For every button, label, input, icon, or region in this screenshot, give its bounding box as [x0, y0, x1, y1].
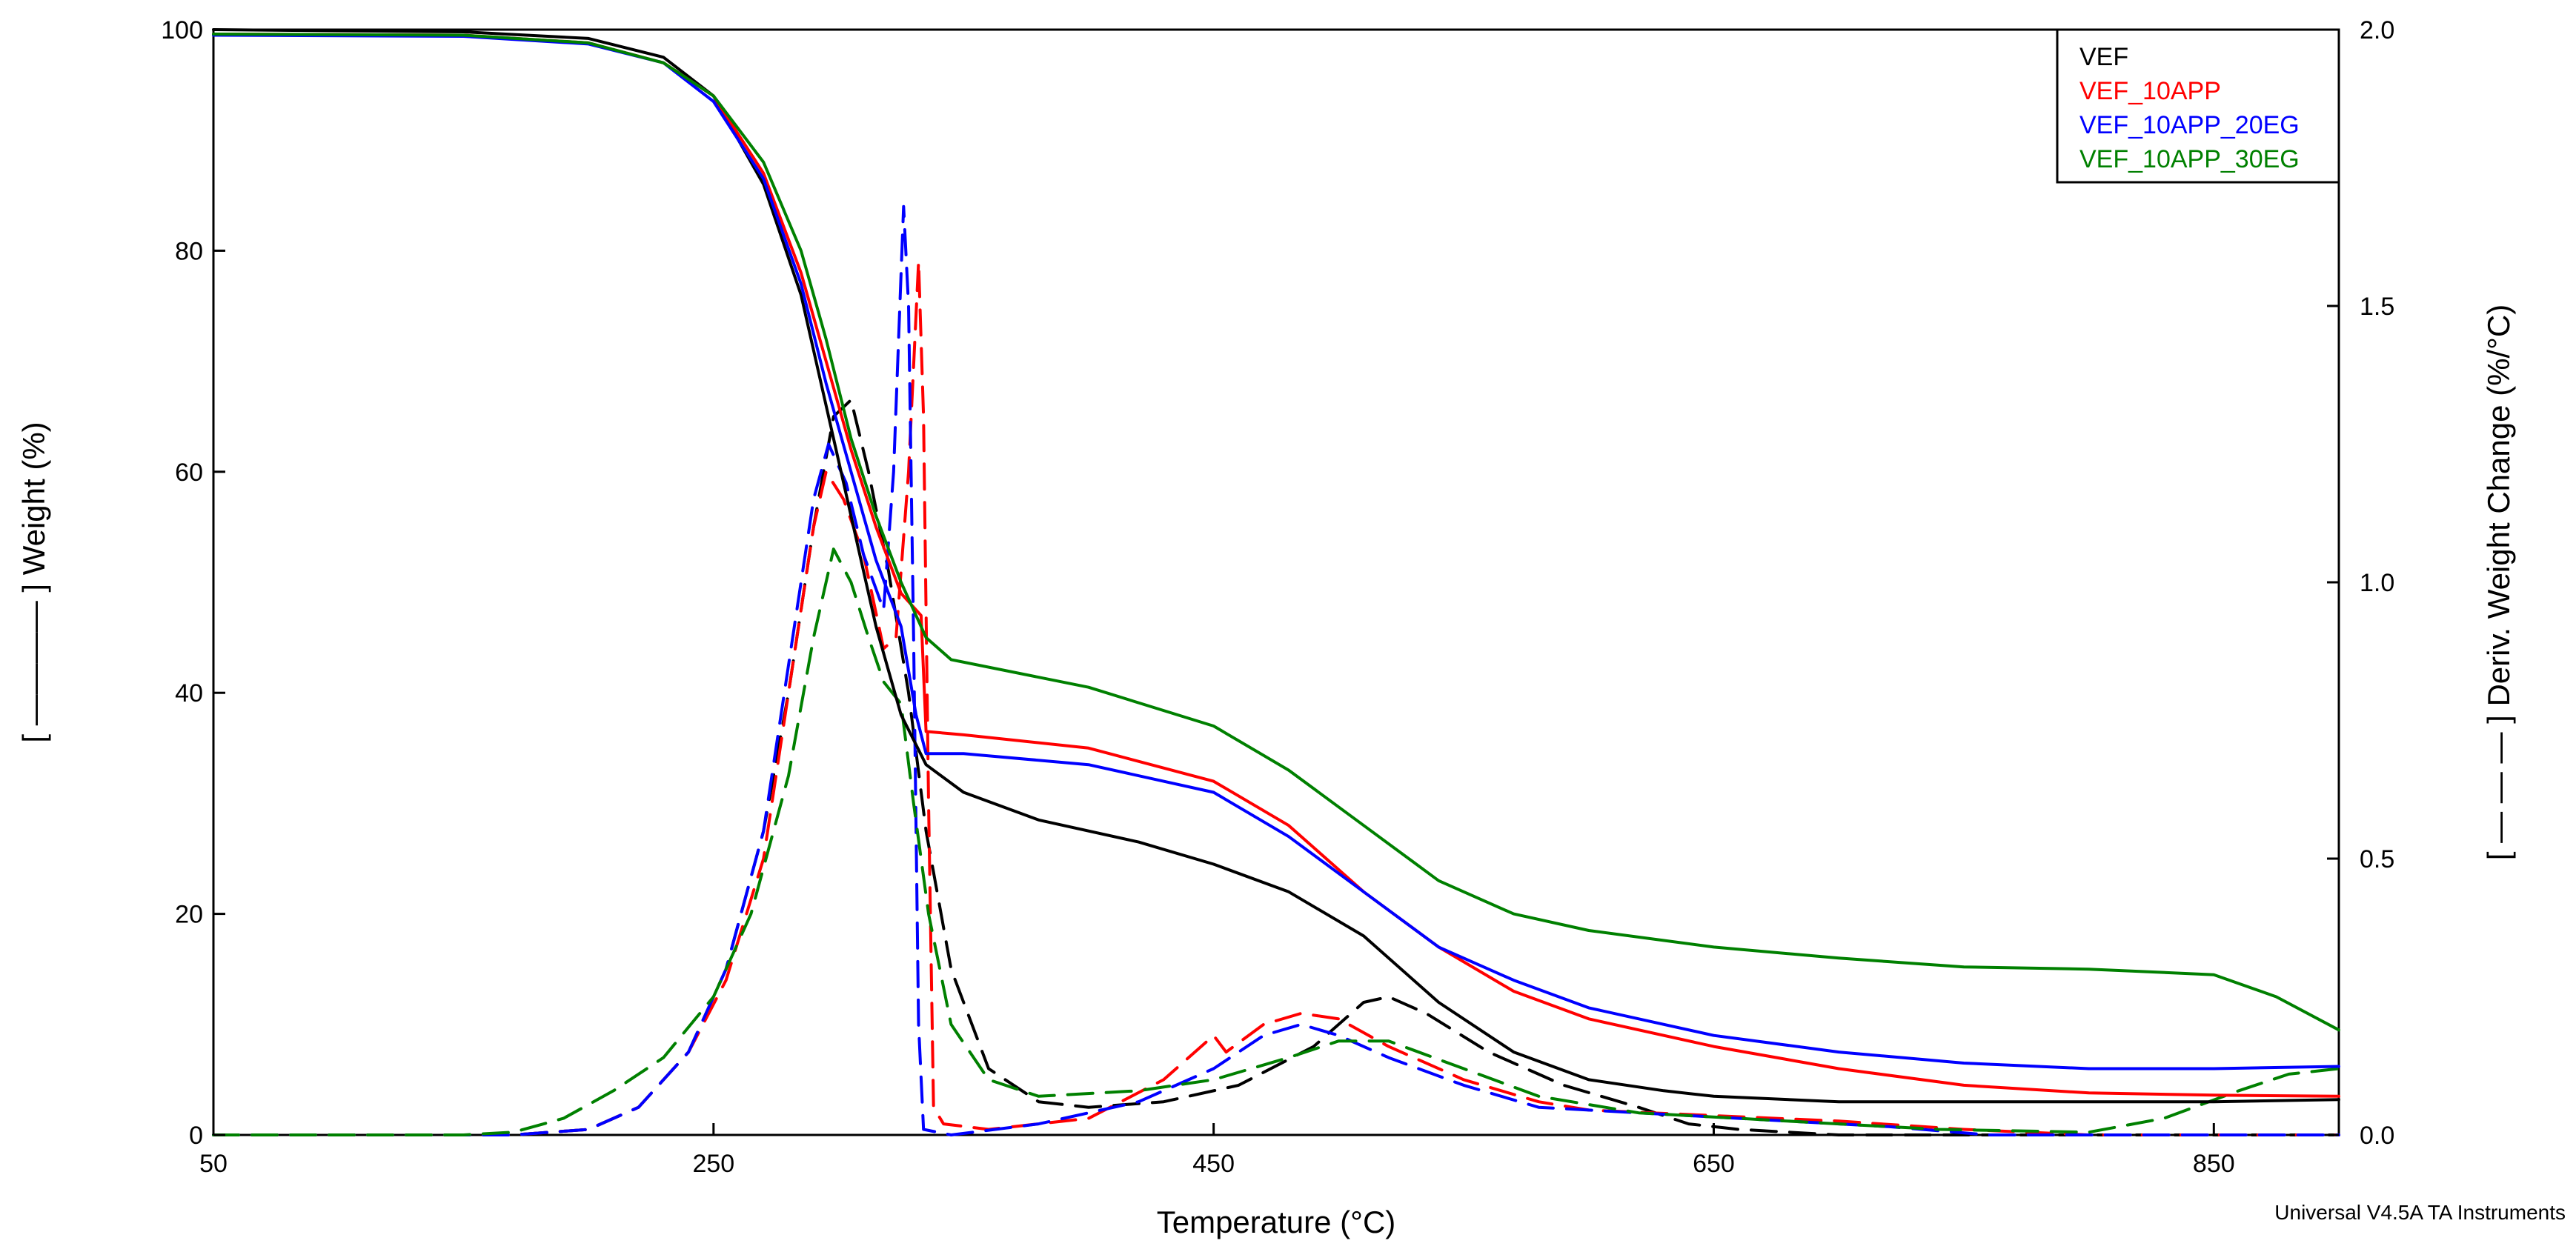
x-tick-label: 650: [1693, 1150, 1735, 1178]
y2-tick-label: 0.0: [2360, 1122, 2394, 1150]
y-tick-label: 20: [175, 901, 203, 929]
y-tick-label: 0: [189, 1122, 203, 1150]
y-tick-label: 40: [175, 679, 203, 707]
legend-entry-vef: VEF: [2079, 43, 2128, 71]
weight-series-vef-10app-20eg: [212, 33, 2340, 1070]
legend-entry-vef-10app: VEF_10APP: [2079, 77, 2221, 105]
series-layer: [212, 28, 2340, 1136]
weight-series-vef: [212, 28, 2340, 1104]
y-axis-label: [ ———— ] Weight (%): [16, 422, 51, 742]
y2-tick-label: 1.0: [2360, 569, 2394, 597]
x-tick-label: 250: [692, 1150, 734, 1178]
tick-layer: 50 250 450 650 850 0 20 40 60 80 100 0.0 0.5 1.0 1.5 2.…: [161, 16, 2394, 1178]
legend-box: [2056, 28, 2340, 184]
weight-series-vef-10app: [212, 33, 2340, 1098]
y2-tick-label: 1.5: [2360, 293, 2394, 321]
deriv-series-vef-10app: [212, 260, 2340, 1136]
deriv-series-vef: [212, 398, 2340, 1136]
deriv-series-vef-10app-30eg: [212, 547, 2340, 1136]
x-tick-label: 450: [1192, 1150, 1235, 1178]
y-tick-label: 100: [161, 16, 203, 44]
instrument-footer: Universal V4.5A TA Instruments: [2274, 1201, 2566, 1224]
y2-tick-label: 0.5: [2360, 845, 2394, 873]
deriv-series-vef-10app-20eg: [212, 204, 2340, 1136]
y2-tick-label: 2.0: [2360, 16, 2394, 44]
y-tick-label: 80: [175, 237, 203, 265]
y-tick-label: 60: [175, 459, 203, 487]
x-tick-label: 850: [2193, 1150, 2235, 1178]
legend: VEF VEF_10APP VEF_10APP_20EG VEF_10APP_3…: [2056, 28, 2340, 184]
legend-entry-vef-10app-20eg: VEF_10APP_20EG: [2079, 111, 2300, 139]
y2-axis-label: [ — — — ] Deriv. Weight Change (%/°C): [2481, 304, 2516, 860]
x-tick-label: 50: [199, 1150, 228, 1178]
legend-entry-vef-10app-30eg: VEF_10APP_30EG: [2079, 145, 2300, 173]
x-axis-label: Temperature (°C): [1157, 1205, 1396, 1239]
weight-series-vef-10app-30eg: [212, 33, 2340, 1032]
